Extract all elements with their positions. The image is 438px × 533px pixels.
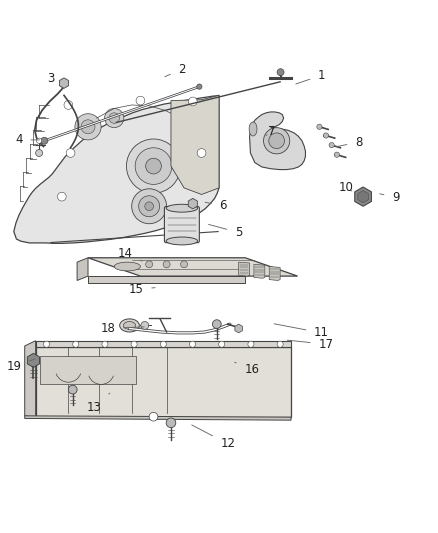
Circle shape bbox=[219, 341, 225, 348]
Text: 17: 17 bbox=[287, 338, 333, 351]
Circle shape bbox=[269, 133, 285, 149]
Circle shape bbox=[160, 341, 166, 348]
Circle shape bbox=[135, 148, 172, 184]
Circle shape bbox=[109, 113, 120, 123]
Circle shape bbox=[180, 261, 187, 268]
Text: 8: 8 bbox=[336, 135, 362, 149]
Text: 18: 18 bbox=[100, 322, 144, 335]
Circle shape bbox=[329, 142, 334, 148]
Circle shape bbox=[132, 189, 166, 224]
Polygon shape bbox=[171, 95, 219, 195]
Circle shape bbox=[334, 152, 339, 157]
Polygon shape bbox=[355, 187, 371, 206]
Circle shape bbox=[190, 341, 196, 348]
Text: 13: 13 bbox=[87, 393, 110, 414]
Circle shape bbox=[73, 341, 79, 348]
Circle shape bbox=[197, 84, 202, 89]
Circle shape bbox=[166, 418, 176, 427]
Text: 2: 2 bbox=[165, 63, 186, 77]
Polygon shape bbox=[25, 416, 291, 420]
Polygon shape bbox=[269, 266, 280, 280]
Text: 9: 9 bbox=[380, 191, 399, 204]
FancyBboxPatch shape bbox=[164, 206, 199, 243]
Polygon shape bbox=[60, 78, 68, 88]
Polygon shape bbox=[28, 353, 39, 367]
Circle shape bbox=[41, 138, 48, 144]
Circle shape bbox=[75, 114, 101, 140]
Circle shape bbox=[323, 133, 328, 138]
Ellipse shape bbox=[249, 122, 257, 136]
Text: 3: 3 bbox=[47, 72, 62, 88]
Polygon shape bbox=[254, 264, 265, 278]
Ellipse shape bbox=[166, 204, 198, 212]
Circle shape bbox=[36, 138, 42, 143]
Polygon shape bbox=[14, 95, 219, 244]
Circle shape bbox=[66, 149, 75, 157]
Circle shape bbox=[35, 149, 42, 157]
Circle shape bbox=[127, 139, 180, 193]
Text: 6: 6 bbox=[205, 199, 227, 212]
Text: 10: 10 bbox=[338, 181, 353, 195]
Ellipse shape bbox=[166, 237, 198, 245]
Circle shape bbox=[68, 385, 77, 394]
Text: 15: 15 bbox=[129, 282, 155, 296]
Text: 4: 4 bbox=[15, 133, 39, 147]
Text: 1: 1 bbox=[296, 69, 325, 84]
Text: 11: 11 bbox=[274, 324, 329, 340]
Polygon shape bbox=[40, 356, 136, 384]
Circle shape bbox=[43, 341, 49, 348]
Polygon shape bbox=[239, 262, 250, 276]
Circle shape bbox=[131, 341, 137, 348]
Text: 16: 16 bbox=[235, 362, 259, 376]
Polygon shape bbox=[88, 276, 245, 283]
Circle shape bbox=[212, 320, 221, 328]
Circle shape bbox=[163, 261, 170, 268]
Circle shape bbox=[188, 97, 197, 106]
Text: 19: 19 bbox=[6, 359, 35, 373]
Circle shape bbox=[197, 149, 206, 157]
Circle shape bbox=[136, 96, 145, 105]
Polygon shape bbox=[250, 112, 305, 169]
Circle shape bbox=[264, 128, 290, 154]
Polygon shape bbox=[35, 341, 291, 348]
Circle shape bbox=[149, 413, 158, 421]
Circle shape bbox=[277, 69, 284, 76]
Ellipse shape bbox=[114, 262, 141, 271]
Circle shape bbox=[145, 202, 153, 211]
Circle shape bbox=[105, 108, 124, 128]
Text: 5: 5 bbox=[208, 224, 242, 239]
Circle shape bbox=[102, 341, 108, 348]
Circle shape bbox=[146, 261, 152, 268]
Circle shape bbox=[317, 124, 322, 130]
Circle shape bbox=[277, 341, 283, 348]
Polygon shape bbox=[358, 190, 368, 203]
Circle shape bbox=[141, 321, 149, 329]
Polygon shape bbox=[235, 324, 242, 333]
Circle shape bbox=[81, 120, 95, 134]
Ellipse shape bbox=[120, 319, 139, 332]
Text: 7: 7 bbox=[266, 125, 275, 138]
Circle shape bbox=[146, 158, 161, 174]
Circle shape bbox=[64, 101, 73, 109]
Circle shape bbox=[248, 341, 254, 348]
Polygon shape bbox=[88, 258, 297, 276]
Text: 12: 12 bbox=[192, 425, 235, 450]
Polygon shape bbox=[188, 198, 198, 209]
Circle shape bbox=[57, 192, 66, 201]
Circle shape bbox=[139, 196, 159, 217]
Polygon shape bbox=[35, 348, 291, 417]
Text: 14: 14 bbox=[118, 247, 142, 261]
Polygon shape bbox=[25, 341, 35, 417]
Ellipse shape bbox=[124, 321, 136, 329]
Polygon shape bbox=[77, 258, 88, 280]
